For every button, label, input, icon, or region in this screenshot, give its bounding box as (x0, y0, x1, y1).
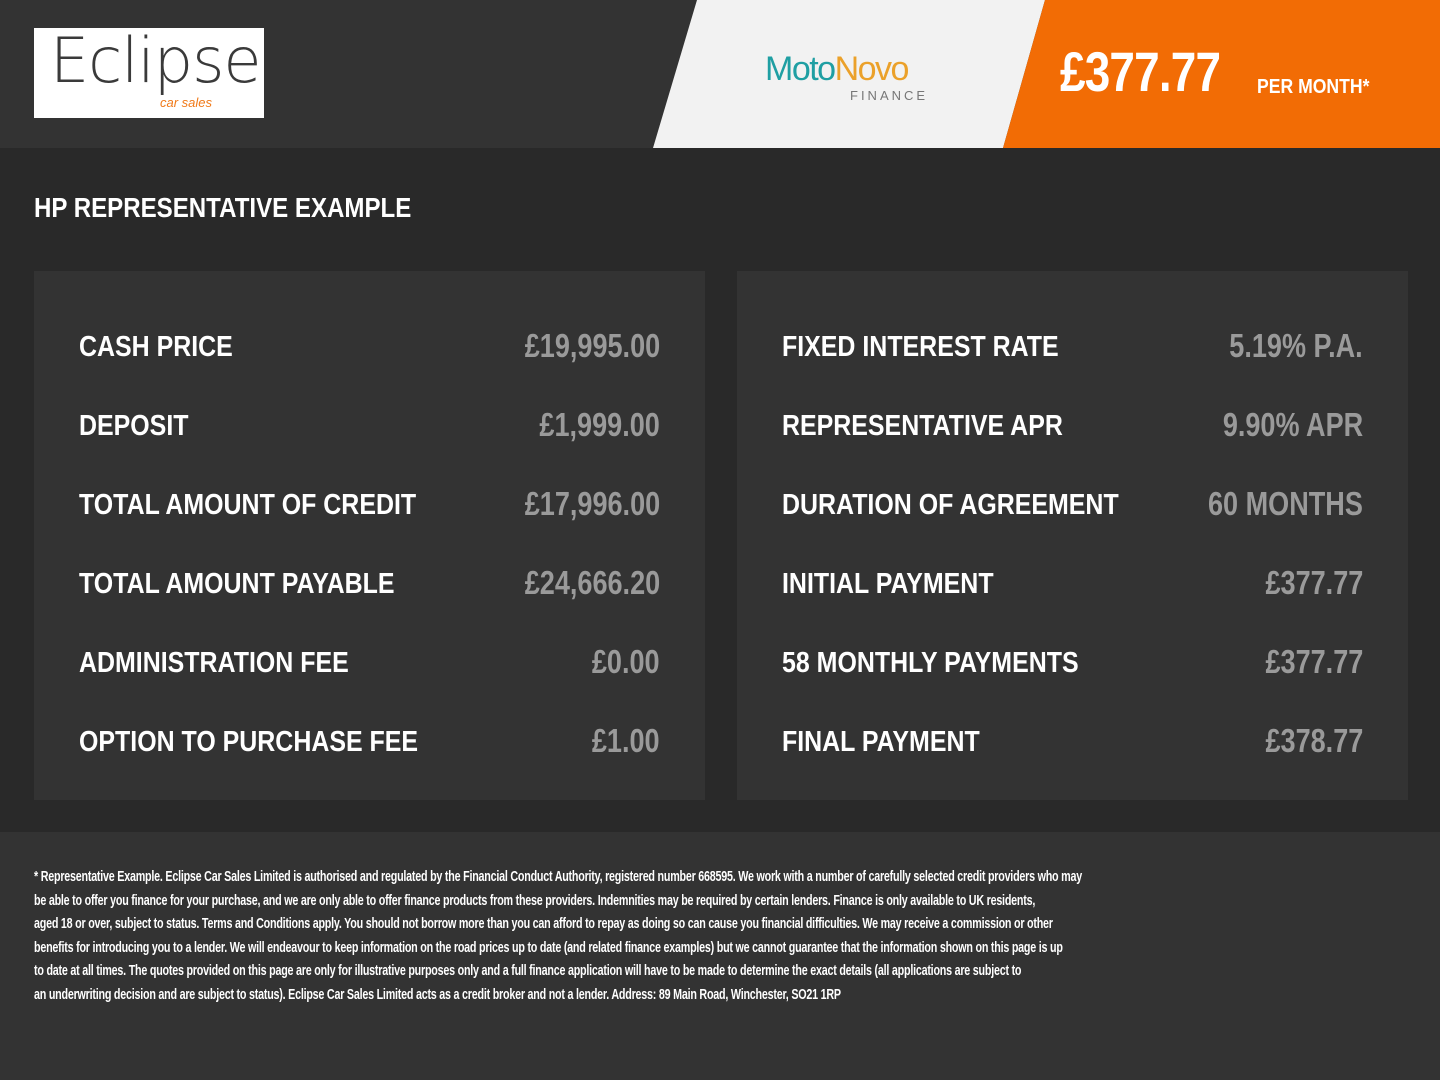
row-value: £0.00 (592, 643, 660, 680)
finance-row: DEPOSIT £1,999.00 (79, 406, 660, 447)
row-label: 58 MONTHLY PAYMENTS (782, 647, 1079, 679)
motonovo-sub: FINANCE (850, 88, 929, 103)
row-value: 9.90% APR (1222, 406, 1363, 443)
row-value: £1.00 (592, 722, 660, 759)
logo-sub: car sales (160, 95, 213, 110)
finance-row: TOTAL AMOUNT OF CREDIT £17,996.00 (79, 485, 660, 526)
row-value: £17,996.00 (524, 485, 660, 522)
partner-banner (653, 0, 1045, 148)
row-value: £377.77 (1265, 564, 1363, 601)
disclaimer-line: * Representative Example. Eclipse Car Sa… (34, 869, 1082, 885)
motonovo-logo: MotoNovo (765, 50, 910, 88)
disclaimer-line: to date at all times. The quotes provide… (34, 963, 1022, 979)
disclaimer-line: be able to offer you finance for your pu… (34, 892, 1036, 909)
disclaimer-line: aged 18 or over, subject to status. Term… (34, 916, 1053, 932)
logo-part: Moto (765, 50, 836, 88)
per-month-label: PER MONTH* (1257, 76, 1370, 98)
row-label: TOTAL AMOUNT PAYABLE (79, 568, 395, 600)
finance-row: REPRESENTATIVE APR 9.90% APR (782, 406, 1363, 447)
row-label: REPRESENTATIVE APR (782, 410, 1063, 442)
row-value: £19,995.00 (524, 327, 660, 364)
finance-row: FINAL PAYMENT £378.77 (782, 722, 1363, 763)
row-label: DEPOSIT (79, 410, 189, 442)
row-value: £378.77 (1265, 722, 1363, 759)
logo-part: Novo (834, 50, 910, 88)
row-label: CASH PRICE (79, 331, 233, 363)
finance-row: OPTION TO PURCHASE FEE £1.00 (79, 722, 660, 763)
finance-row: CASH PRICE £19,995.00 (79, 327, 660, 368)
row-label: DURATION OF AGREEMENT (782, 489, 1119, 521)
disclaimer: * Representative Example. Eclipse Car Sa… (0, 832, 1440, 1080)
row-label: INITIAL PAYMENT (782, 568, 994, 600)
row-label: TOTAL AMOUNT OF CREDIT (79, 489, 417, 521)
row-value: £1,999.00 (539, 406, 660, 443)
finance-row: 58 MONTHLY PAYMENTS £377.77 (782, 643, 1363, 684)
row-value: 5.19% P.A. (1229, 327, 1363, 364)
finance-row: FIXED INTEREST RATE 5.19% P.A. (782, 327, 1363, 368)
row-label: FINAL PAYMENT (782, 726, 980, 758)
right-panel: FIXED INTEREST RATE 5.19% P.A. REPRESENTAT… (737, 271, 1408, 800)
row-label: OPTION TO PURCHASE FEE (79, 726, 419, 758)
price-banner (1003, 0, 1440, 148)
finance-row: INITIAL PAYMENT £377.77 (782, 564, 1363, 605)
row-value: £24,666.20 (524, 564, 660, 601)
disclaimer-line: an underwriting decision and are subject… (34, 986, 841, 1003)
logo-text: Eclipse (50, 24, 262, 97)
row-value: 60 MONTHS (1208, 485, 1363, 522)
monthly-price: £377.77 (1060, 40, 1221, 103)
row-label: ADMINISTRATION FEE (79, 647, 349, 679)
row-value: £377.77 (1265, 643, 1363, 680)
row-label: FIXED INTEREST RATE (782, 331, 1059, 363)
disclaimer-line: benefits for introducing you to a lender… (34, 939, 1063, 956)
finance-row: DURATION OF AGREEMENT 60 MONTHS (782, 485, 1363, 526)
left-panel: CASH PRICE £19,995.00 DEPOSIT £1,999.00 TOTA… (34, 271, 705, 800)
eclipse-logo[interactable]: Eclipse car sales (34, 28, 264, 118)
section-title: HP REPRESENTATIVE EXAMPLE (34, 192, 412, 223)
finance-row: TOTAL AMOUNT PAYABLE £24,666.20 (79, 564, 660, 605)
finance-row: ADMINISTRATION FEE £0.00 (79, 643, 660, 684)
